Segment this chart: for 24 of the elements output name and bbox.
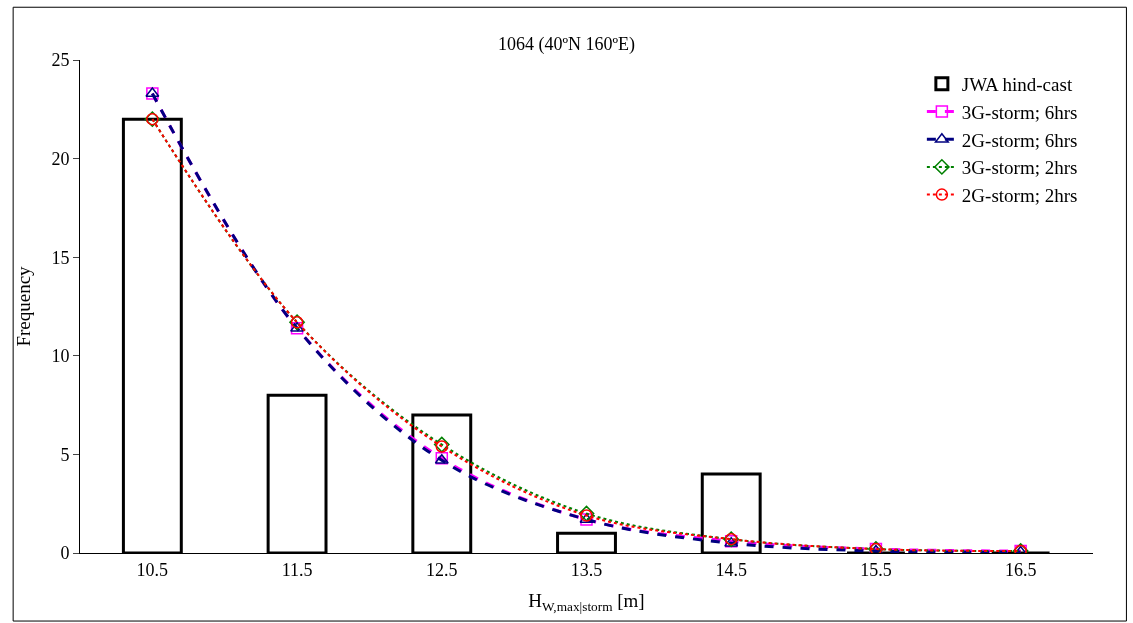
x-tick-label: 14.5 [715, 559, 747, 580]
legend-label: 3G-storm; 2hrs [961, 157, 1078, 179]
x-tick-label: 13.5 [570, 559, 603, 580]
x-tick-label: 16.5 [1004, 559, 1037, 580]
x-tick-label: 11.5 [281, 559, 313, 580]
legend-label: 2G-storm; 6hrs [961, 129, 1078, 151]
y-tick-label: 25 [51, 50, 70, 71]
chart-title: 1064 (40ºN 160ºE) [497, 33, 636, 55]
point [578, 505, 595, 522]
legend-label: 3G-storm; 6hrs [961, 101, 1078, 123]
x-tick-label: 10.5 [136, 559, 169, 580]
y-tick-label: 15 [51, 247, 70, 268]
y-tick-label: 5 [60, 444, 70, 465]
point [433, 436, 450, 453]
x-tick-label: 12.5 [426, 559, 458, 580]
x-tick-label: 15.5 [860, 559, 892, 580]
y-tick-label: 10 [51, 346, 70, 367]
y-axis-title: Frequency [13, 265, 35, 347]
legend-label: 2G-storm; 2hrs [961, 184, 1078, 206]
y-tick-label: 0 [60, 543, 70, 564]
y-tick-label: 20 [51, 148, 70, 169]
legend-label: JWA hind-cast [961, 74, 1073, 96]
x-axis-title: H$_{W,max|storm}$ [m] [528, 590, 645, 615]
point [435, 440, 449, 453]
